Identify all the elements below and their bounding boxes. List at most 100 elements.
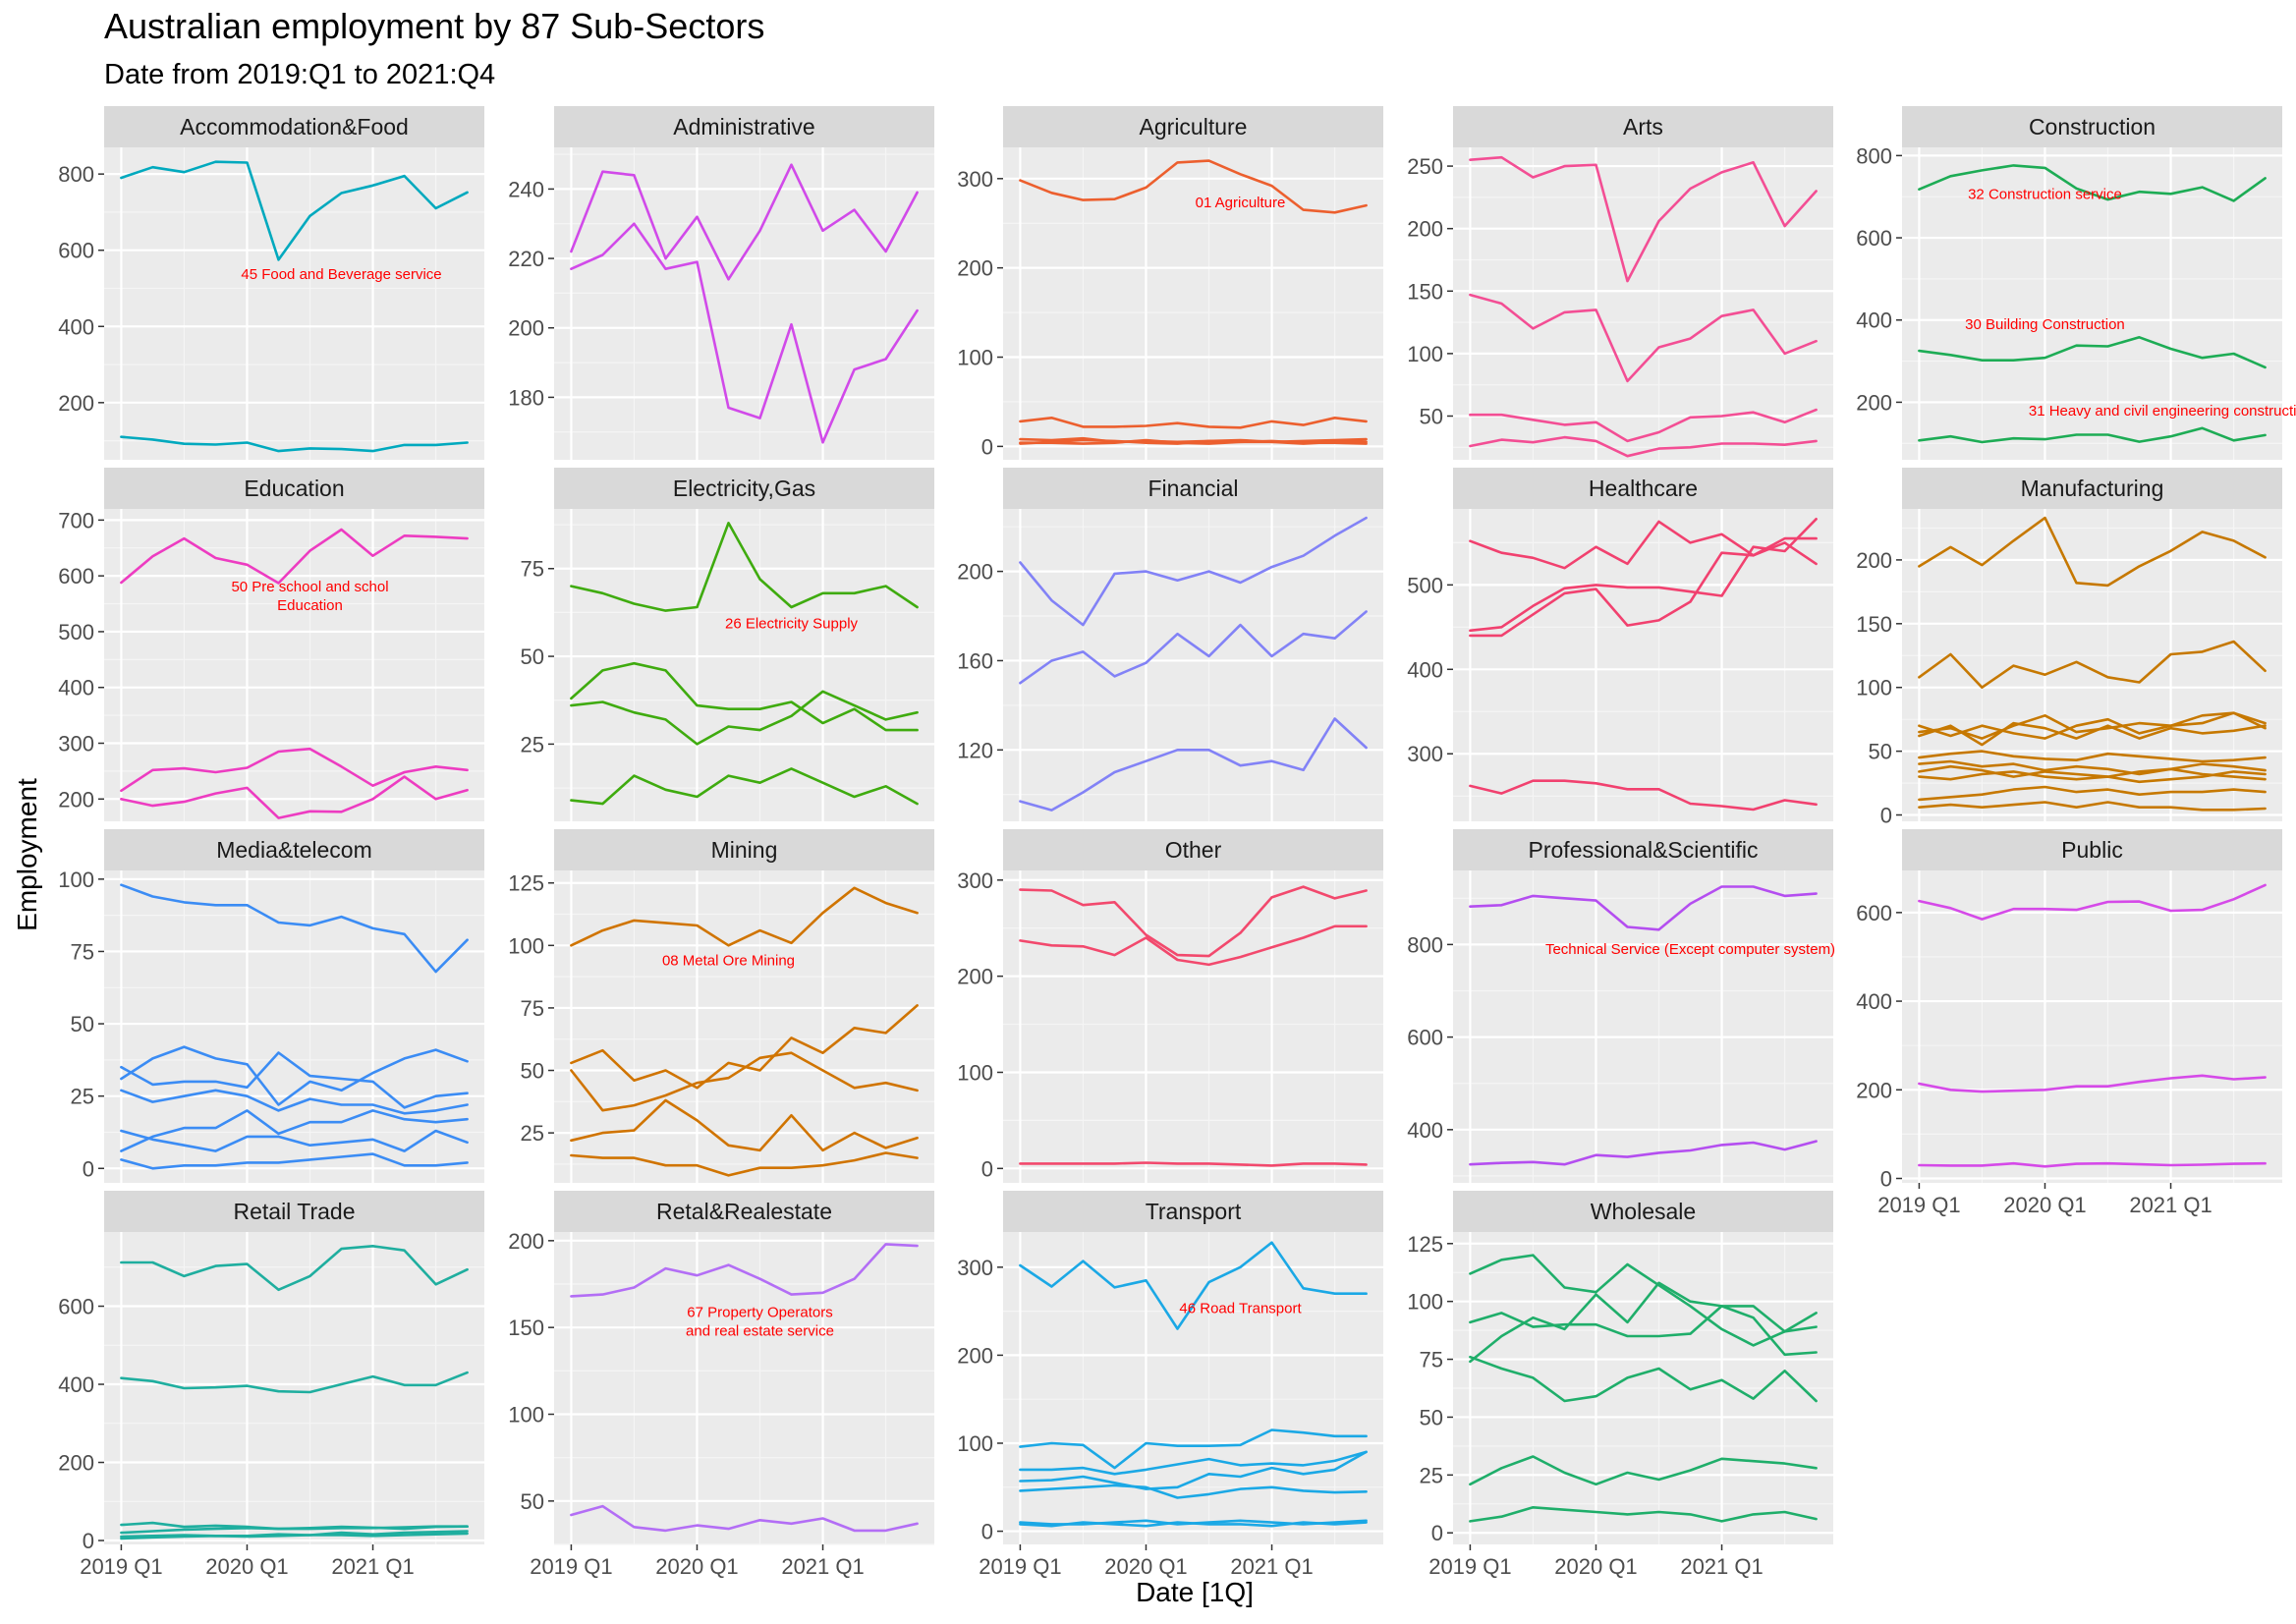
y-tick-label: 200 <box>58 391 94 416</box>
series-line-2 <box>1019 610 1368 685</box>
strip-background <box>554 468 934 509</box>
y-tick-label: 75 <box>1420 1348 1443 1372</box>
panel-retail-trade: Retail Trade 0 200 400 600 2019 Q1 2020 Q1 2021… <box>58 1191 484 1579</box>
series-line-1 <box>1469 1254 1818 1347</box>
x-tick-label: 2021 Q1 <box>2129 1193 2212 1217</box>
annotation-label: 45 Food and Beverage service <box>241 266 441 283</box>
panel-transport: Transport 0 100 200 300 2019 Q1 2020 Q1 2021 Q1… <box>957 1191 1383 1579</box>
series-line-3 <box>570 1051 919 1112</box>
y-tick-label: 75 <box>521 996 544 1021</box>
series-line-2 <box>570 1504 919 1533</box>
y-tick-label: 125 <box>1407 1232 1443 1257</box>
y-tick-label: 50 <box>71 1012 94 1036</box>
x-axis-title: Date [1Q] <box>1136 1577 1254 1607</box>
panel-agriculture: Agriculture 0 100 200 300 01 Agriculture <box>957 106 1383 460</box>
series-line-1 <box>570 886 919 947</box>
strip-background <box>104 1191 484 1232</box>
y-tick-label: 100 <box>508 933 544 958</box>
y-tick-label: 500 <box>1407 573 1443 597</box>
series-line-3 <box>570 661 919 732</box>
series-line-2 <box>120 435 469 453</box>
series-line-2 <box>1019 416 1368 429</box>
annotation-label: 01 Agriculture <box>1196 195 1286 211</box>
strip-label: Administrative <box>673 114 814 140</box>
series-line-6 <box>1469 1506 1818 1523</box>
y-tick-label: 200 <box>957 965 993 989</box>
panel-background <box>1003 509 1383 821</box>
series-line-1 <box>1469 155 1818 283</box>
strip-background <box>1453 106 1833 147</box>
series-line-10 <box>1918 785 2267 802</box>
panel-background <box>104 1232 484 1544</box>
series-line-2 <box>1918 335 2267 369</box>
series-line-2 <box>570 690 919 746</box>
series-line-3 <box>1918 426 2267 444</box>
panel-background <box>1003 870 1383 1183</box>
y-tick-label: 500 <box>58 620 94 644</box>
y-tick-label: 200 <box>1407 217 1443 242</box>
series-line-3 <box>120 775 469 819</box>
y-tick-label: 240 <box>508 177 544 201</box>
y-tick-label: 600 <box>58 564 94 588</box>
panel-background <box>554 509 934 821</box>
strip-background <box>104 106 484 147</box>
series-line-4 <box>1918 711 2267 740</box>
panel-background <box>104 147 484 460</box>
annotation-label: and real estate service <box>686 1323 834 1340</box>
strip-background <box>104 468 484 509</box>
y-tick-label: 0 <box>1431 1521 1443 1545</box>
series-line-1 <box>1019 159 1368 214</box>
series-line-4 <box>1469 435 1818 458</box>
y-tick-label: 0 <box>1880 804 1892 828</box>
x-tick-label: 2021 Q1 <box>1680 1554 1763 1579</box>
annotation-label: 30 Building Construction <box>1965 316 2125 333</box>
y-tick-label: 800 <box>1856 143 1892 168</box>
y-tick-label: 600 <box>1407 1026 1443 1050</box>
y-tick-label: 0 <box>83 1529 94 1553</box>
x-tick-label: 2019 Q1 <box>1877 1193 1960 1217</box>
series-line-3 <box>1019 1450 1368 1476</box>
x-tick-label: 2021 Q1 <box>1230 1554 1313 1579</box>
strip-background <box>1003 829 1383 870</box>
panel-background <box>1453 509 1833 821</box>
series-line-3 <box>1469 1281 1818 1364</box>
strip-label: Mining <box>711 837 778 863</box>
panel-background <box>1453 870 1833 1183</box>
series-line-5 <box>1469 1455 1818 1486</box>
y-tick-label: 100 <box>957 1060 993 1085</box>
strip-label: Retail Trade <box>233 1199 355 1224</box>
strip-background <box>1003 1191 1383 1232</box>
strip-label: Arts <box>1623 114 1663 140</box>
strip-label: Electricity,Gas <box>673 476 815 501</box>
strip-label: Professional&Scientific <box>1529 837 1759 863</box>
y-axis-title: Employment <box>12 778 42 931</box>
y-tick-label: 400 <box>1407 1118 1443 1143</box>
annotation-label: 50 Pre school and schol <box>231 579 388 595</box>
y-tick-label: 100 <box>508 1403 544 1428</box>
panel-public: Public 0 200 400 600 2019 Q1 2020 Q1 2021 Q1 <box>1856 829 2282 1217</box>
x-tick-label: 2019 Q1 <box>80 1554 162 1579</box>
series-line-5 <box>1019 438 1368 445</box>
strip-background <box>1003 468 1383 509</box>
strip-background <box>1003 106 1383 147</box>
strip-label: Construction <box>2029 114 2156 140</box>
strip-label: Manufacturing <box>2021 476 2164 501</box>
y-tick-label: 200 <box>58 787 94 812</box>
series-line-6 <box>1918 750 2267 763</box>
y-tick-label: 100 <box>957 1431 993 1456</box>
panel-media-telecom: Media&telecom 0 25 50 75 100 <box>58 829 484 1183</box>
y-tick-label: 50 <box>1420 404 1443 428</box>
y-tick-label: 50 <box>1869 740 1892 764</box>
y-tick-label: 200 <box>1856 548 1892 573</box>
y-tick-label: 125 <box>508 871 544 896</box>
panel-background <box>1902 870 2282 1183</box>
series-line-5 <box>1019 1484 1368 1499</box>
y-tick-label: 100 <box>58 868 94 892</box>
strip-background <box>1453 1191 1833 1232</box>
panel-background <box>554 1232 934 1544</box>
panel-background <box>1902 147 2282 460</box>
series-line-1 <box>570 163 919 281</box>
y-tick-label: 200 <box>58 1451 94 1476</box>
strip-label: Education <box>244 476 344 501</box>
y-tick-label: 400 <box>58 1372 94 1397</box>
